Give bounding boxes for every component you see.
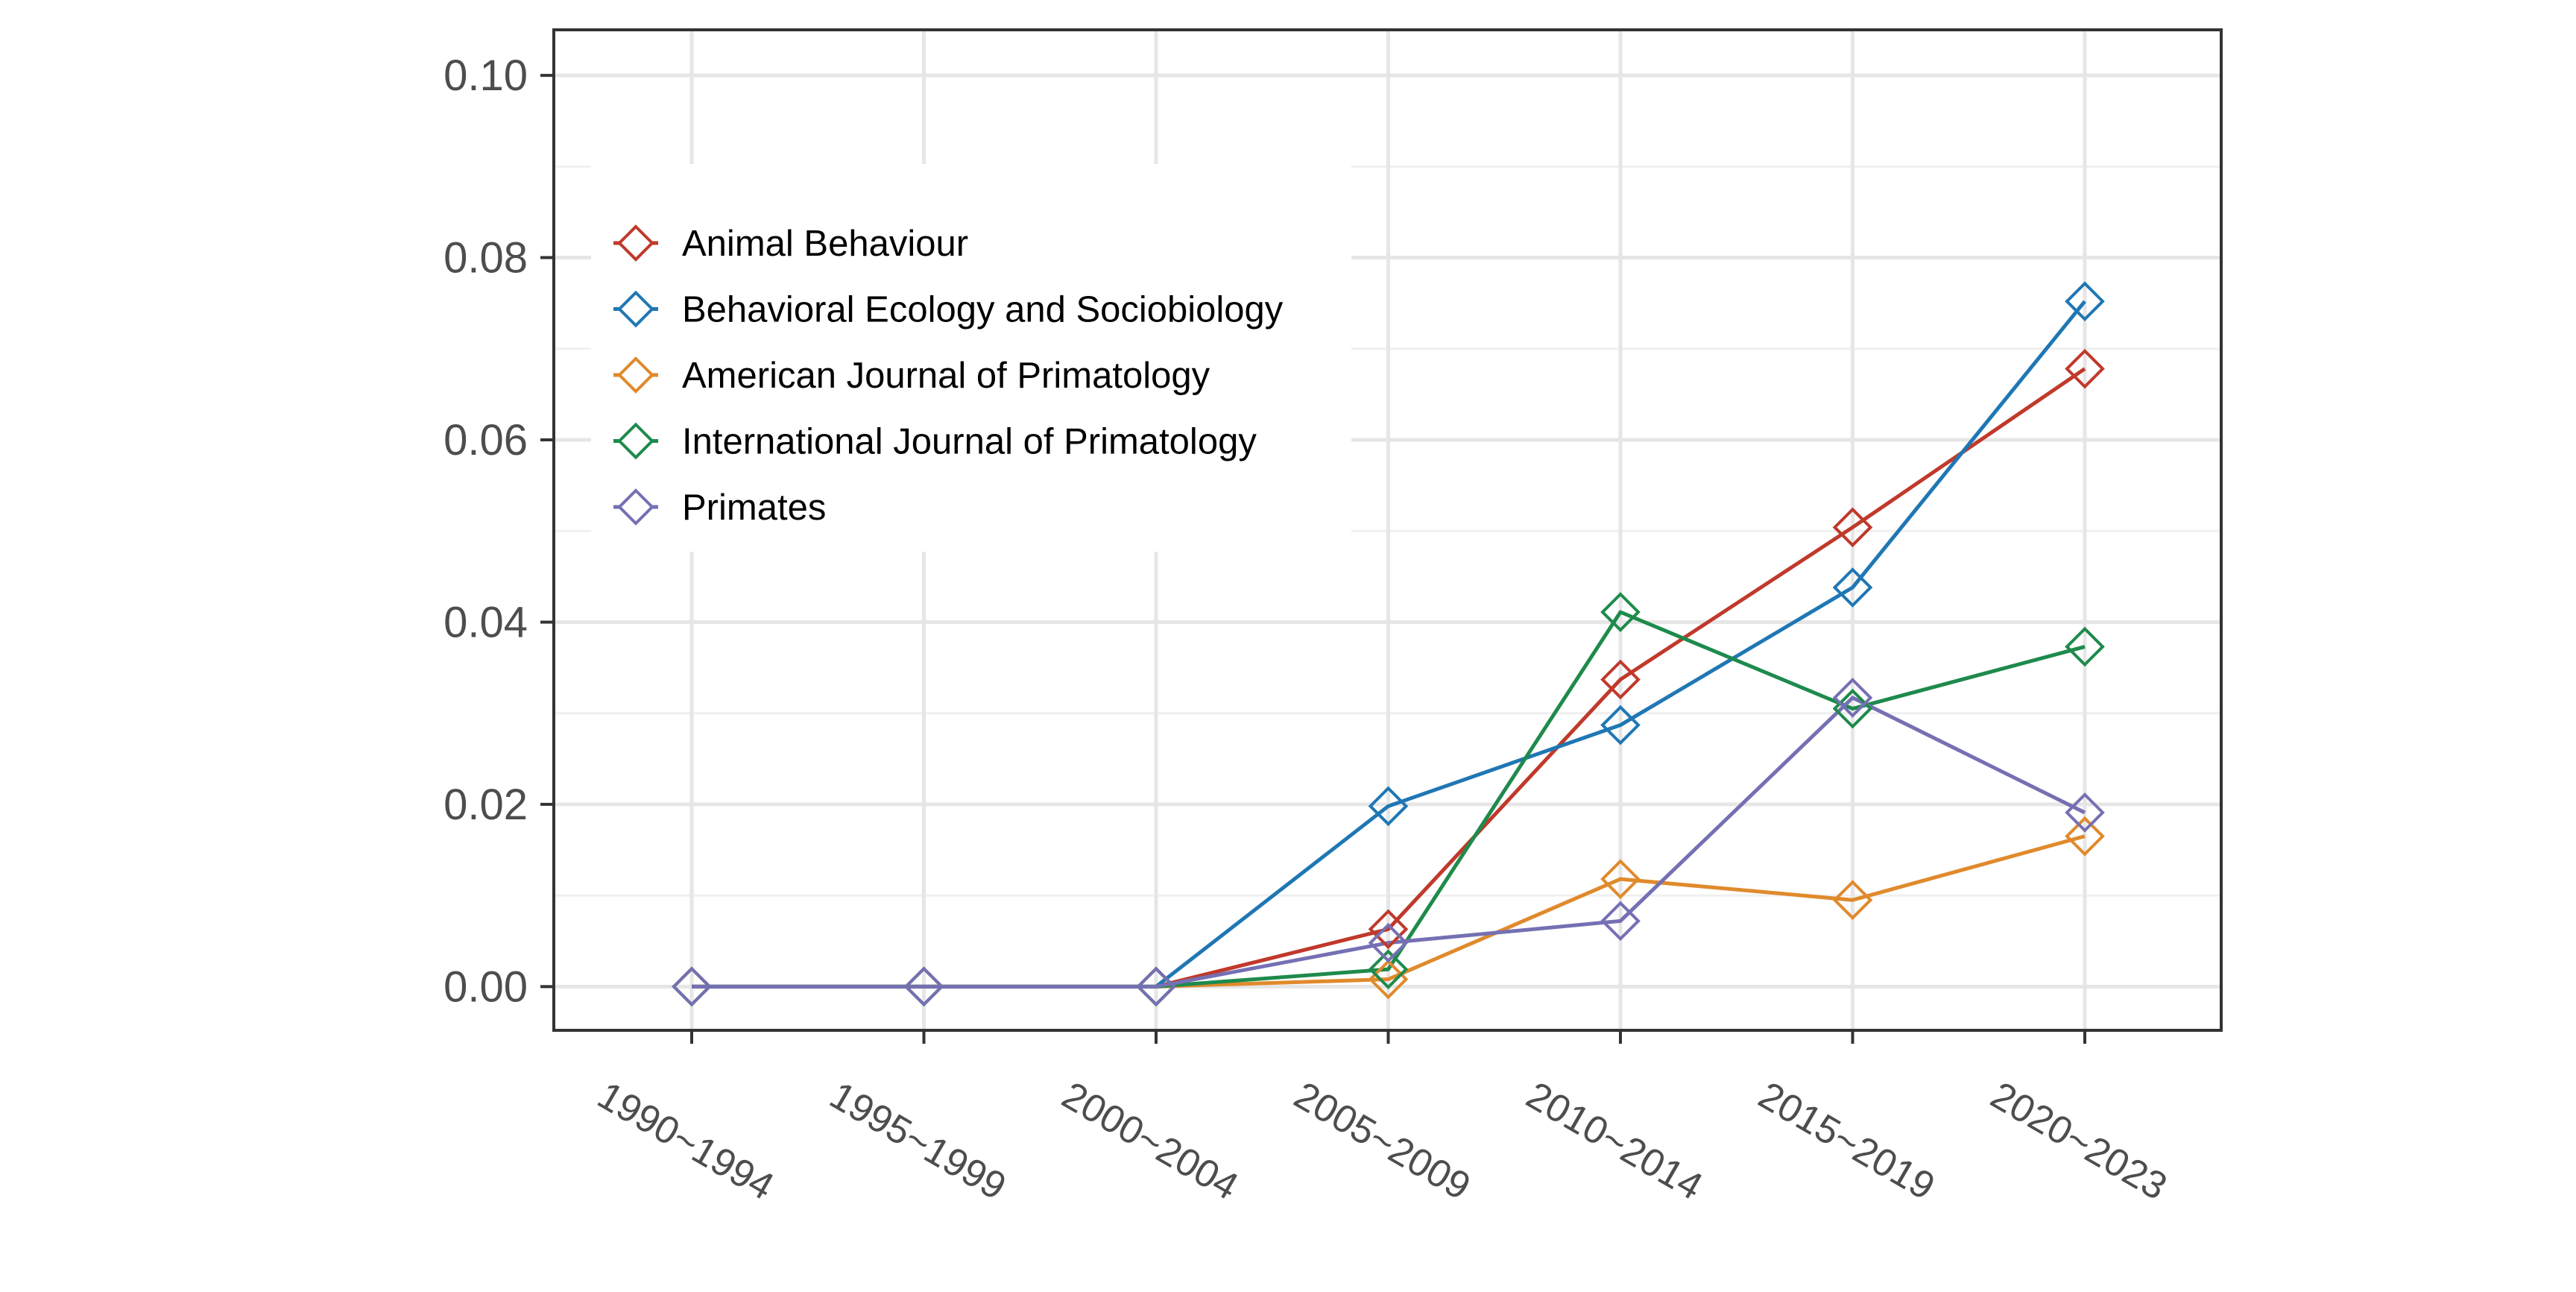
y-tick-label: 0.10 xyxy=(443,51,528,100)
x-tick-label: 1995~1999 xyxy=(823,1074,1014,1209)
legend-label: Behavioral Ecology and Sociobiology xyxy=(682,290,1284,330)
legend-key-icon xyxy=(617,488,654,526)
series-layer xyxy=(672,281,2105,1007)
data-point xyxy=(1832,507,1873,548)
x-tick-label: 2005~2009 xyxy=(1287,1074,1478,1209)
data-point xyxy=(1368,909,1409,950)
x-tick-label: 2020~2023 xyxy=(1983,1074,2174,1209)
legend-label: American Journal of Primatology xyxy=(682,356,1210,396)
x-tick-label: 2010~2014 xyxy=(1519,1074,1710,1209)
data-point xyxy=(672,966,712,1007)
data-point xyxy=(1368,949,1409,989)
legend-background xyxy=(591,164,1351,552)
x-tick-label: 2000~2004 xyxy=(1055,1074,1246,1209)
data-point xyxy=(1600,705,1641,746)
legend: Animal Behaviour Behavioral Ecology and S… xyxy=(591,164,1351,552)
legend-key-icon xyxy=(617,422,654,460)
data-point xyxy=(1136,966,1176,1007)
series-4 xyxy=(692,696,2086,989)
data-point xyxy=(1832,880,1873,921)
data-point xyxy=(2065,281,2105,322)
legend-key-icon xyxy=(617,356,654,394)
y-tick-label: 0.00 xyxy=(443,962,528,1011)
y-tick-label: 0.08 xyxy=(443,234,528,283)
series-line xyxy=(692,696,2086,989)
data-point xyxy=(1368,786,1409,827)
y-tick-label: 0.02 xyxy=(443,781,528,829)
x-tick-label: 1990~1994 xyxy=(590,1074,781,1209)
series-markers-4 xyxy=(672,678,2105,1007)
data-point xyxy=(1600,901,1641,942)
x-tick-label: 2015~2019 xyxy=(1752,1074,1942,1209)
data-point xyxy=(1368,922,1409,963)
y-tick-label: 0.06 xyxy=(443,416,528,464)
legend-key-icon xyxy=(617,224,654,262)
data-point xyxy=(1832,567,1873,608)
data-point xyxy=(2065,348,2105,389)
data-point xyxy=(903,966,944,1007)
legend-label: Primates xyxy=(682,488,826,528)
data-point xyxy=(1832,678,1873,718)
legend-label: Animal Behaviour xyxy=(682,224,968,264)
data-point xyxy=(2065,626,2105,667)
data-point xyxy=(2065,792,2105,833)
data-point xyxy=(2065,816,2105,857)
legend-key-icon xyxy=(617,290,654,328)
y-tick-label: 0.04 xyxy=(443,598,528,646)
data-point xyxy=(1600,592,1641,632)
data-point xyxy=(1600,859,1641,899)
legend-label: International Journal of Primatology xyxy=(682,422,1257,462)
data-point xyxy=(1600,659,1641,700)
